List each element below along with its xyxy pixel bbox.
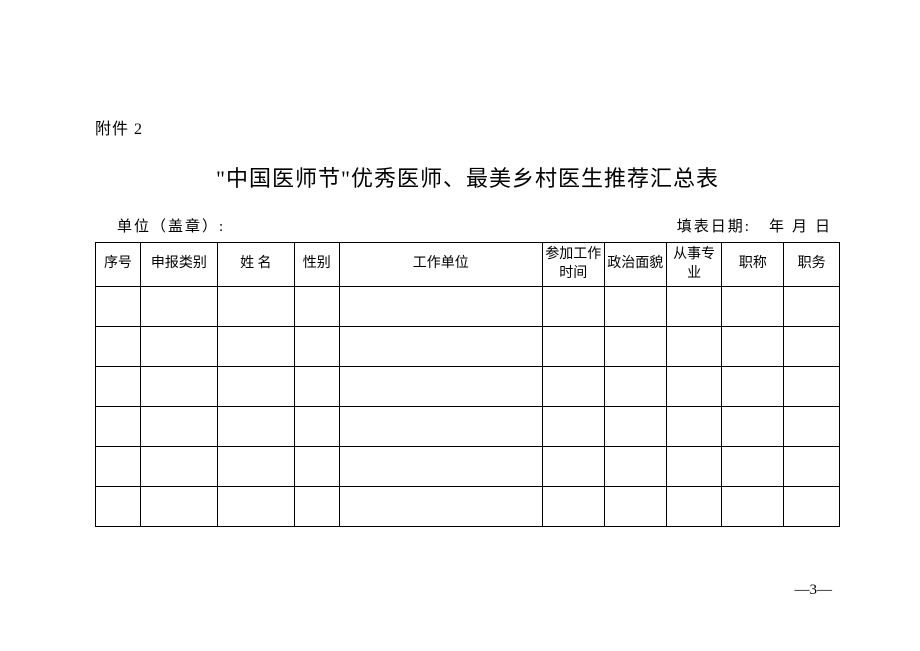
date-label-text: 填表日期: [677,219,751,235]
table-cell [294,447,339,487]
table-cell [722,487,784,527]
table-row [96,287,840,327]
table-cell [339,327,542,367]
table-cell [140,327,217,367]
table-cell [722,447,784,487]
table-header-cell: 参加工作时间 [542,243,604,287]
table-cell [666,287,722,327]
table-cell [604,447,666,487]
table-cell [217,407,294,447]
page-title: "中国医师节"优秀医师、最美乡村医生推荐汇总表 [95,161,840,193]
table-cell [604,367,666,407]
table-cell [217,367,294,407]
table-cell [542,327,604,367]
table-cell [140,487,217,527]
table-cell [294,367,339,407]
table-cell [722,367,784,407]
table-cell [542,287,604,327]
table-cell [784,487,840,527]
table-cell [784,407,840,447]
table-cell [339,487,542,527]
summary-table: 序号申报类别姓 名性别工作单位参加工作时间政治面貌从事专业职称职务 [95,242,840,527]
table-cell [542,487,604,527]
table-cell [140,287,217,327]
table-cell [294,287,339,327]
table-cell [722,287,784,327]
date-year: 年 [769,219,792,235]
table-header-cell: 职务 [784,243,840,287]
unit-seal-label: 单位（盖章）: [117,215,677,236]
table-row [96,367,840,407]
table-cell [666,327,722,367]
table-cell [604,487,666,527]
table-cell [96,487,141,527]
table-header-cell: 姓 名 [217,243,294,287]
meta-row: 单位（盖章）: 填表日期: 年月日 [95,215,840,236]
table-cell [542,447,604,487]
table-cell [542,367,604,407]
table-cell [666,487,722,527]
table-cell [294,407,339,447]
table-cell [666,447,722,487]
table-row [96,487,840,527]
table-header-cell: 申报类别 [140,243,217,287]
table-cell [666,367,722,407]
table-cell [604,287,666,327]
table-cell [604,407,666,447]
table-row [96,447,840,487]
date-month: 月 [792,219,815,235]
attachment-label: 附件 2 [95,115,840,139]
table-header-cell: 性别 [294,243,339,287]
table-header-cell: 政治面貌 [604,243,666,287]
table-cell [784,447,840,487]
table-cell [784,367,840,407]
table-cell [339,447,542,487]
table-cell [722,407,784,447]
table-cell [294,487,339,527]
table-cell [339,407,542,447]
table-header-cell: 职称 [722,243,784,287]
table-cell [217,487,294,527]
table-row [96,327,840,367]
table-cell [217,327,294,367]
table-cell [140,367,217,407]
table-cell [217,447,294,487]
table-cell [666,407,722,447]
table-header-cell: 从事专业 [666,243,722,287]
table-header-row: 序号申报类别姓 名性别工作单位参加工作时间政治面貌从事专业职称职务 [96,243,840,287]
fill-date-label: 填表日期: 年月日 [677,215,838,236]
table-cell [294,327,339,367]
page-number: —3— [795,582,833,599]
table-cell [784,287,840,327]
table-row [96,407,840,447]
table-cell [96,447,141,487]
table-cell [96,367,141,407]
table-cell [96,327,141,367]
table-cell [784,327,840,367]
table-cell [339,367,542,407]
table-header-cell: 工作单位 [339,243,542,287]
table-cell [604,327,666,367]
table-cell [140,407,217,447]
table-cell [722,327,784,367]
table-header-cell: 序号 [96,243,141,287]
table-cell [96,407,141,447]
table-cell [339,287,542,327]
date-day: 日 [815,219,838,235]
table-cell [96,287,141,327]
table-cell [217,287,294,327]
table-cell [542,407,604,447]
table-cell [140,447,217,487]
